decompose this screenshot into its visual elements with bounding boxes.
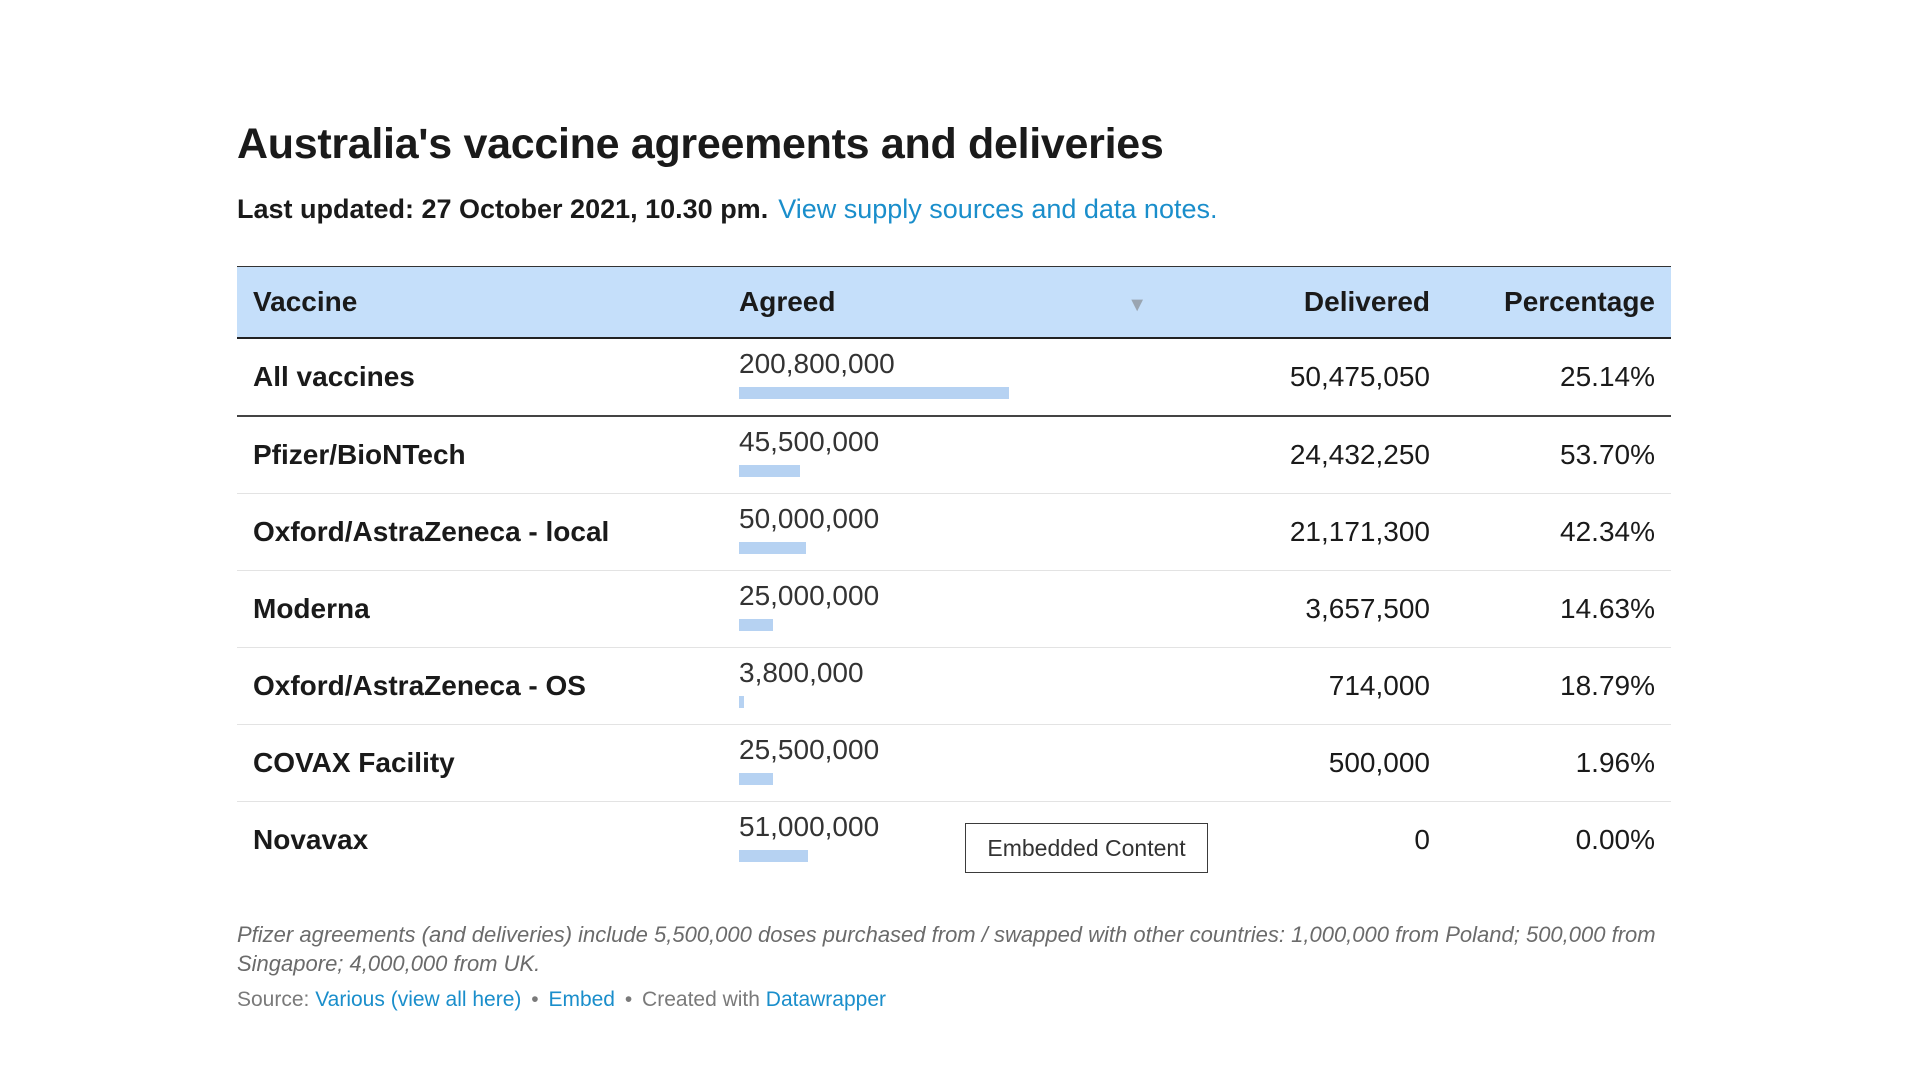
agreed-value: 25,000,000	[739, 580, 880, 611]
vaccine-name-cell: All vaccines	[237, 338, 723, 417]
agreed-bar	[739, 850, 808, 862]
agreed-bar-track	[739, 773, 1009, 785]
source-label: Source:	[237, 988, 310, 1011]
table-row: Pfizer/BioNTech 45,500,000 24,432,250 53.70…	[237, 416, 1671, 494]
delivered-cell: 24,432,250	[1163, 416, 1446, 494]
percentage-cell: 42.34%	[1446, 493, 1671, 571]
agreed-cell: 25,000,000	[723, 570, 1163, 648]
agreed-value: 200,800,000	[739, 348, 895, 379]
agreed-bar-track	[739, 387, 1009, 399]
table-row: Moderna 25,000,000 3,657,500 14.63%	[237, 570, 1671, 648]
table-row: COVAX Facility 25,500,000 500,000 1.96%	[237, 724, 1671, 802]
agreed-cell: 200,800,000	[723, 338, 1163, 417]
agreed-cell: 45,500,000	[723, 416, 1163, 494]
footer-separator: •	[531, 988, 539, 1011]
agreed-bar-track	[739, 850, 1009, 862]
agreed-bar	[739, 465, 800, 477]
embed-link[interactable]: Embed	[548, 988, 615, 1011]
percentage-cell: 18.79%	[1446, 647, 1671, 725]
column-header-delivered[interactable]: Delivered	[1163, 266, 1446, 339]
datawrapper-link[interactable]: Datawrapper	[765, 988, 887, 1011]
agreed-bar	[739, 387, 1009, 399]
agreed-value: 50,000,000	[739, 503, 880, 534]
vaccine-name-cell: Moderna	[237, 570, 723, 648]
chart-notes: Pfizer agreements (and deliveries) inclu…	[237, 922, 1656, 976]
column-header-vaccine[interactable]: Vaccine	[237, 266, 723, 339]
last-updated-text: Last updated: 27 October 2021, 10.30 pm.	[237, 194, 769, 224]
agreed-bar	[739, 773, 773, 785]
created-with-text: Created with	[642, 988, 760, 1011]
agreed-cell: 25,500,000	[723, 724, 1163, 802]
agreed-cell: 50,000,000	[723, 493, 1163, 571]
chart-subtitle: Last updated: 27 October 2021, 10.30 pm.…	[237, 192, 1671, 226]
agreed-bar	[739, 542, 806, 554]
agreed-value: 25,500,000	[739, 734, 880, 765]
table-row: Oxford/AstraZeneca - OS 3,800,000 714,000 1…	[237, 647, 1671, 725]
chart-container: Australia's vaccine agreements and deliv…	[237, 114, 1671, 1012]
footer-separator: •	[624, 988, 633, 1011]
agreed-value: 45,500,000	[739, 426, 880, 457]
delivered-cell: 50,475,050	[1163, 338, 1446, 417]
agreed-bar-track	[739, 465, 1009, 477]
column-header-percentage[interactable]: Percentage	[1446, 266, 1671, 339]
vaccine-name-cell: Pfizer/BioNTech	[237, 416, 723, 494]
agreed-cell: 3,800,000	[723, 647, 1163, 725]
vaccine-name-cell: Oxford/AstraZeneca - OS	[237, 647, 723, 725]
percentage-cell: 0.00%	[1575, 824, 1655, 855]
percentage-cell: 14.63%	[1446, 570, 1671, 648]
delivered-cell: 3,657,500	[1163, 570, 1446, 648]
table-row: All vaccines 200,800,000 50,475,050 25.14%	[237, 338, 1671, 417]
agreed-value: 3,800,000	[739, 657, 864, 688]
percentage-cell: 1.96%	[1446, 724, 1671, 802]
delivered-cell: 500,000	[1163, 724, 1446, 802]
agreed-cell: 51,000,000	[723, 802, 1163, 879]
table-row: Novavax 51,000,000 0 0.00%	[237, 802, 1671, 879]
percentage-cell: 53.70%	[1446, 416, 1671, 494]
embedded-content-label: Embedded Content	[965, 823, 1208, 873]
delivered-cell: 714,000	[1163, 647, 1446, 725]
column-header-agreed[interactable]: Agreed ▼	[723, 266, 1163, 339]
chart-title: Australia's vaccine agreements and deliv…	[237, 120, 1164, 168]
agreed-bar-track	[739, 619, 1009, 631]
data-notes-link[interactable]: View supply sources and data notes.	[778, 194, 1218, 224]
sort-descending-icon: ▼	[1127, 294, 1147, 316]
agreed-bar-track	[739, 542, 1009, 554]
agreed-bar-track	[739, 696, 1009, 708]
vaccine-table: Vaccine Agreed ▼ Delivered Percentage All…	[237, 266, 1671, 878]
delivered-cell: 21,171,300	[1163, 493, 1446, 571]
agreed-value: 51,000,000	[739, 811, 880, 842]
vaccine-name-cell: Novavax	[253, 824, 369, 855]
delivered-cell: 0	[1414, 824, 1430, 855]
source-link[interactable]: Various (view all here)	[315, 988, 522, 1011]
vaccine-name-cell: Oxford/AstraZeneca - local	[237, 493, 723, 571]
table-header-row: Vaccine Agreed ▼ Delivered Percentage	[237, 266, 1671, 339]
agreed-bar	[739, 696, 744, 708]
vaccine-name-cell: COVAX Facility	[237, 724, 723, 802]
percentage-cell: 25.14%	[1446, 338, 1671, 417]
table-row: Oxford/AstraZeneca - local 50,000,000 21,1…	[237, 493, 1671, 571]
chart-footer: Source: Various (view all here) • Embed …	[237, 988, 1671, 1012]
agreed-bar	[739, 619, 773, 631]
